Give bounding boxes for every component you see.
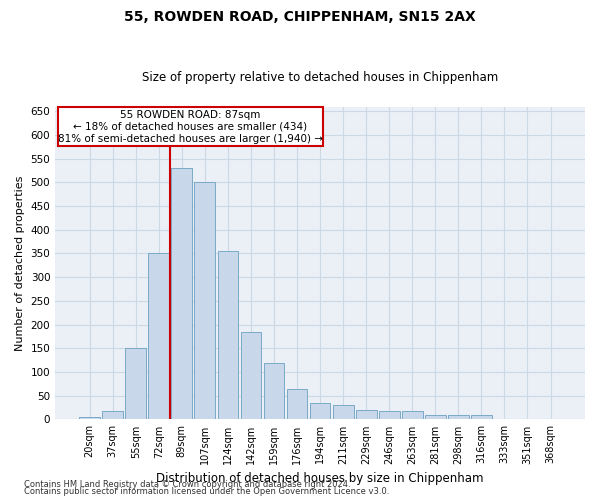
Bar (333, 405, 353, 419)
Bar (287, 388, 307, 420)
Bar (241, 332, 262, 420)
FancyBboxPatch shape (58, 106, 323, 146)
Bar (172, 168, 192, 419)
Title: Size of property relative to detached houses in Chippenham: Size of property relative to detached ho… (142, 72, 498, 85)
Text: Contains HM Land Registry data © Crown copyright and database right 2024.: Contains HM Land Registry data © Crown c… (24, 480, 350, 489)
Text: Contains public sector information licensed under the Open Government Licence v3: Contains public sector information licen… (24, 487, 389, 496)
Bar (102, 411, 123, 420)
Bar (79, 417, 100, 420)
Text: 81% of semi-detached houses are larger (1,940) →: 81% of semi-detached houses are larger (… (58, 134, 323, 143)
Y-axis label: Number of detached properties: Number of detached properties (15, 176, 25, 350)
Text: 55 ROWDEN ROAD: 87sqm: 55 ROWDEN ROAD: 87sqm (120, 110, 260, 120)
Bar (402, 411, 422, 420)
Bar (218, 251, 238, 420)
Bar (310, 403, 331, 419)
Bar (263, 362, 284, 420)
Bar (425, 414, 446, 420)
Bar (471, 414, 492, 420)
Text: 55, ROWDEN ROAD, CHIPPENHAM, SN15 2AX: 55, ROWDEN ROAD, CHIPPENHAM, SN15 2AX (124, 10, 476, 24)
Bar (356, 410, 377, 420)
Bar (194, 182, 215, 420)
Bar (448, 414, 469, 420)
X-axis label: Distribution of detached houses by size in Chippenham: Distribution of detached houses by size … (157, 472, 484, 485)
Text: ← 18% of detached houses are smaller (434): ← 18% of detached houses are smaller (43… (73, 122, 307, 132)
Bar (148, 254, 169, 420)
Bar (379, 411, 400, 420)
Bar (125, 348, 146, 420)
